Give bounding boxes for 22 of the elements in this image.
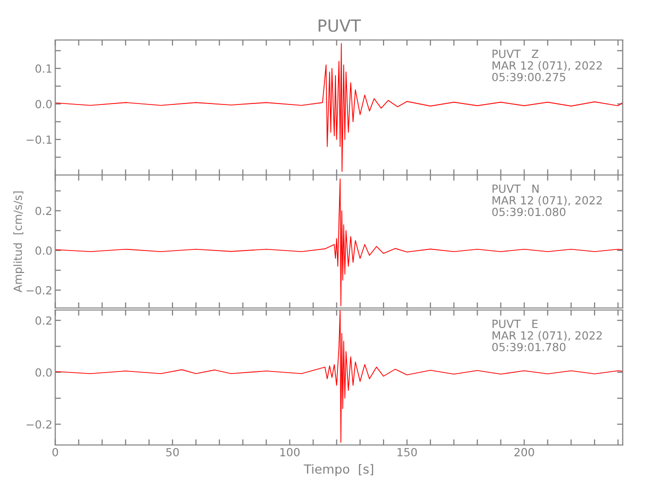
y-tick-label: 0.2 — [36, 206, 52, 216]
chart-title: PUVT — [318, 20, 361, 32]
y-tick-label: 0.0 — [36, 246, 52, 255]
y-tick-label: 0.0 — [36, 100, 52, 108]
x-tick-label: 150 — [398, 448, 417, 456]
y-tick-label: −0.2 — [26, 420, 52, 429]
annotation: PUVT E MAR 12 (071), 2022 05:39:01.780 — [492, 320, 602, 352]
y-tick-label: 0.1 — [36, 64, 52, 73]
line-series — [55, 178, 623, 306]
y-axis-title: Amplitud [cm/s/s] — [13, 192, 24, 292]
annotation: PUVT Z MAR 12 (071), 2022 05:39:00.275 — [492, 50, 602, 82]
y-tick-label: 0.2 — [36, 316, 52, 325]
x-tick-label: 0 — [52, 448, 58, 456]
line-series — [55, 43, 623, 172]
annotation: PUVT N MAR 12 (071), 2022 05:39:01.080 — [492, 184, 602, 216]
x-tick-label: 100 — [280, 448, 300, 456]
x-tick-label: 200 — [514, 448, 534, 456]
y-tick-label: 0.0 — [36, 368, 52, 377]
x-tick-label: 50 — [166, 448, 179, 456]
x-axis-title: Tiempo [s] — [304, 464, 374, 476]
y-tick-label: −0.2 — [26, 286, 52, 295]
y-tick-label: −0.1 — [26, 135, 52, 144]
